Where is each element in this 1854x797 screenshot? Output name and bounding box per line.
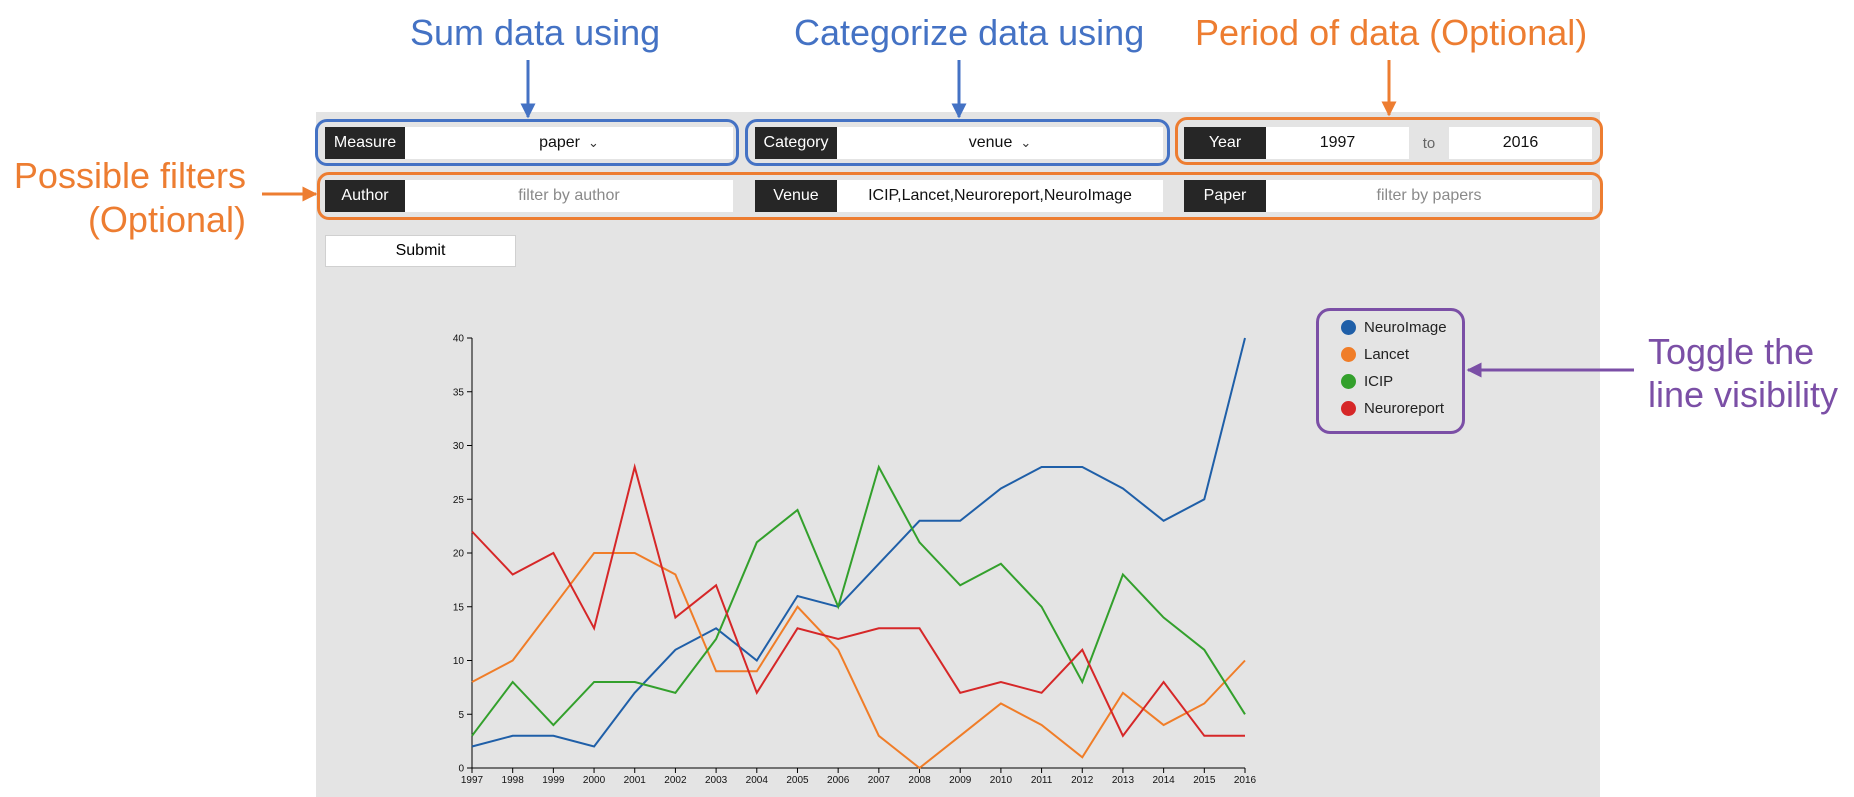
x-tick-label: 2016	[1234, 775, 1257, 786]
paper-label: Paper	[1184, 180, 1266, 212]
measure-value[interactable]: paper ⌄	[405, 127, 733, 159]
measure-frame	[315, 119, 739, 166]
paper-input[interactable]: filter by papers	[1376, 187, 1482, 204]
y-tick-label: 40	[453, 334, 465, 345]
venue-input[interactable]: ICIP,Lancet,Neuroreport,NeuroImage	[868, 187, 1132, 204]
y-tick-label: 5	[458, 710, 464, 721]
x-tick-label: 2002	[664, 775, 687, 786]
chevron-down-icon: ⌄	[588, 135, 599, 150]
year-frame	[1175, 117, 1603, 165]
year-label: Year	[1184, 127, 1266, 159]
x-tick-label: 2000	[583, 775, 606, 786]
author-filter: Author filter by author	[325, 180, 733, 212]
y-tick-label: 35	[453, 387, 465, 398]
x-tick-label: 1999	[542, 775, 565, 786]
author-label: Author	[325, 180, 405, 212]
x-tick-label: 2012	[1071, 775, 1094, 786]
callout-sum-data: Sum data using	[410, 12, 661, 53]
legend-item-lancet[interactable]: Lancet	[1341, 346, 1409, 363]
year-to-input[interactable]: 2016	[1502, 134, 1539, 151]
category-value[interactable]: venue ⌄	[837, 127, 1163, 159]
category-label: Category	[755, 127, 837, 159]
filters-frame	[317, 172, 1603, 220]
series-line-icip	[471, 464, 1246, 737]
author-input[interactable]: filter by author	[518, 187, 620, 204]
callout-period: Period of data (Optional)	[1195, 12, 1588, 53]
series-line-neuroreport	[471, 463, 1245, 738]
callout-toggle: Toggle the line visibility	[1648, 330, 1838, 416]
year-to-label: to	[1409, 127, 1449, 159]
x-tick-label: 2015	[1193, 775, 1216, 786]
year-from-input[interactable]: 1997	[1319, 134, 1356, 151]
submit-button[interactable]: Submit	[325, 235, 516, 267]
callout-toggle-line1: Toggle the	[1648, 331, 1815, 372]
callout-filters: Possible filters (Optional)	[0, 154, 246, 242]
y-tick-label: 0	[458, 764, 464, 775]
x-tick-label: 2013	[1112, 775, 1135, 786]
x-tick-label: 1997	[461, 775, 484, 786]
category-value-text: venue	[968, 134, 1013, 151]
venue-filter: Venue ICIP,Lancet,Neuroreport,NeuroImage	[755, 180, 1163, 212]
legend-label: Neuroreport	[1364, 400, 1445, 417]
x-tick-label: 2007	[868, 775, 891, 786]
x-tick-label: 2006	[827, 775, 850, 786]
series-line-lancet	[471, 552, 1246, 770]
callout-categorize-data: Categorize data using	[794, 12, 1145, 53]
y-tick-label: 10	[453, 656, 465, 667]
x-tick-label: 2001	[624, 775, 647, 786]
measure-label: Measure	[325, 127, 405, 159]
x-tick-label: 2009	[949, 775, 972, 786]
y-tick-label: 30	[453, 441, 465, 452]
chevron-down-icon: ⌄	[1020, 135, 1032, 150]
year-range: Year 1997 to 2016	[1184, 127, 1592, 159]
series-line-neuroimage	[471, 337, 1246, 748]
category-frame	[745, 119, 1170, 166]
line-chart: 0 5 10 15 20 25 30 35 40 1997 1998 1999 2000 2001 2002…	[453, 334, 1257, 787]
venue-label: Venue	[755, 180, 837, 212]
category-select[interactable]: Category venue ⌄	[755, 127, 1163, 159]
paper-filter: Paper filter by papers	[1184, 180, 1592, 212]
y-tick-label: 20	[453, 549, 465, 560]
y-tick-label: 15	[453, 602, 465, 613]
x-tick-label: 2011	[1031, 775, 1053, 786]
x-tick-label: 2003	[705, 775, 728, 786]
y-tick-label: 25	[453, 495, 465, 506]
legend-dot-icon	[1341, 320, 1356, 335]
legend-item-neuroimage[interactable]: NeuroImage	[1341, 319, 1447, 336]
legend-dot-icon	[1341, 374, 1356, 389]
x-tick-label: 1998	[502, 775, 525, 786]
measure-value-text: paper	[539, 134, 580, 151]
legend-dot-icon	[1341, 401, 1356, 416]
legend-item-neuroreport[interactable]: Neuroreport	[1341, 400, 1444, 417]
callout-filters-line1: Possible filters	[13, 155, 246, 196]
app-panel	[316, 112, 1600, 797]
legend-label: NeuroImage	[1364, 319, 1447, 336]
x-tick-label: 2010	[990, 775, 1013, 786]
legend-dot-icon	[1341, 347, 1356, 362]
x-tick-label: 2014	[1153, 775, 1176, 786]
x-tick-label: 2005	[786, 775, 809, 786]
measure-select[interactable]: Measure paper ⌄	[325, 127, 733, 159]
callout-toggle-line2: line visibility	[1648, 374, 1839, 415]
legend-label: Lancet	[1364, 346, 1410, 363]
legend-item-icip[interactable]: ICIP	[1341, 373, 1393, 390]
x-tick-label: 2008	[908, 775, 931, 786]
callout-filters-line2: (Optional)	[87, 199, 246, 240]
legend-frame	[1316, 308, 1465, 434]
x-tick-label: 2004	[746, 775, 769, 786]
legend-label: ICIP	[1364, 373, 1394, 390]
